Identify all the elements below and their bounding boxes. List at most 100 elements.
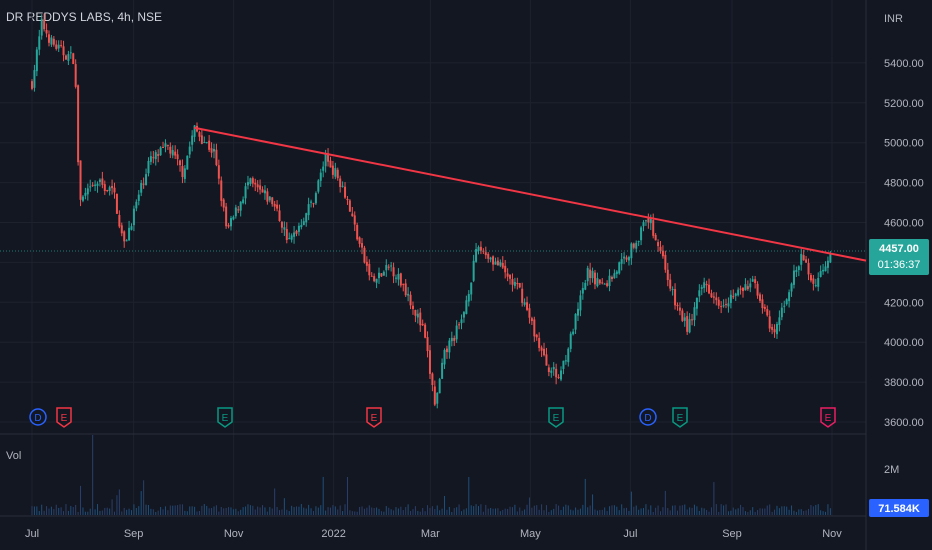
candle-body [521, 288, 524, 303]
candle-body [125, 240, 128, 242]
candle-body [681, 310, 684, 321]
candle-body [84, 192, 87, 196]
volume-bar [444, 496, 446, 515]
volume-bar [441, 508, 443, 515]
volume-bar [509, 506, 511, 515]
candle-body [693, 307, 696, 321]
candle-body [162, 147, 165, 149]
volume-bar [611, 505, 613, 515]
candle-body [506, 273, 509, 277]
candle-body [618, 262, 621, 274]
volume-bar [567, 505, 569, 515]
volume-bar [541, 504, 543, 515]
volume-bar [55, 504, 57, 515]
volume-bar [461, 511, 463, 515]
candle-body [263, 190, 266, 194]
candle-body [101, 178, 104, 185]
candle-body [268, 196, 271, 201]
volume-bar [596, 510, 598, 515]
volume-bar [693, 504, 695, 515]
candle-body [788, 292, 791, 302]
volume-bar [310, 508, 312, 515]
price-tick-label: 4200.00 [884, 297, 924, 309]
volume-bar [339, 505, 341, 515]
candle-body [399, 273, 402, 286]
volume-bar [346, 477, 348, 515]
candle-body [324, 154, 327, 167]
candle-body [640, 227, 643, 241]
candle-body [290, 235, 293, 240]
volume-bar [470, 505, 472, 515]
volume-bar [172, 505, 174, 515]
volume-bar [727, 511, 729, 515]
volume-bar [126, 509, 128, 515]
volume-bar [186, 511, 188, 515]
candle-body [792, 270, 795, 285]
candle-body [722, 305, 725, 307]
candle-body [38, 36, 41, 50]
candle-body [569, 333, 572, 349]
candle-body [744, 284, 747, 291]
price-tick-label: 3600.00 [884, 417, 924, 429]
candle-body [826, 260, 829, 268]
price-tick-label: 5400.00 [884, 58, 924, 70]
volume-bar [623, 508, 625, 515]
candle-body [705, 284, 708, 286]
trend-line[interactable] [194, 126, 867, 262]
candle-body [438, 379, 441, 394]
volume-bar [463, 509, 465, 515]
candle-body [94, 184, 97, 186]
candlestick-series [31, 13, 832, 409]
volume-bar [41, 504, 43, 515]
volume-bar [827, 504, 829, 515]
candle-body [89, 186, 92, 188]
candle-body [445, 348, 448, 353]
volume-bar [798, 509, 800, 515]
volume-bar [451, 511, 453, 515]
volume-bar [72, 507, 74, 515]
volume-bar [300, 504, 302, 515]
candle-body [778, 317, 781, 325]
volume-bar [519, 507, 521, 515]
volume-bar [225, 508, 227, 515]
volume-bar [60, 507, 62, 515]
volume-last-badge: 71.584K [869, 499, 929, 517]
volume-bar [667, 508, 669, 515]
candle-body [676, 304, 679, 307]
volume-bar [662, 507, 664, 515]
candle-body [174, 151, 177, 156]
candle-body [341, 185, 344, 187]
volume-bar [385, 506, 387, 515]
volume-bar [383, 511, 385, 515]
candle-body [390, 265, 393, 267]
volume-bar [825, 511, 827, 515]
candle-body [271, 197, 274, 205]
candle-body [467, 294, 470, 302]
candle-body [691, 319, 694, 321]
candle-body [130, 226, 133, 230]
candle-body [198, 132, 201, 137]
event-marker-letter: E [553, 413, 560, 424]
candle-body [212, 149, 215, 152]
volume-bar [698, 510, 700, 515]
volume-bar [511, 507, 513, 515]
volume-bar [626, 507, 628, 515]
volume-bar [793, 510, 795, 515]
candle-body [528, 308, 531, 318]
candle-body [785, 299, 788, 305]
volume-bar [589, 505, 591, 515]
volume-bar [776, 505, 778, 515]
volume-bar [473, 506, 475, 515]
volume-bar [674, 505, 676, 515]
candle-body [450, 337, 453, 342]
candle-body [132, 208, 135, 226]
candle-body [766, 309, 769, 316]
volume-bar [203, 504, 205, 515]
candle-body [137, 194, 140, 201]
candle-body [147, 160, 150, 174]
volume-bar [592, 494, 594, 515]
volume-bar [308, 504, 310, 515]
candle-body [644, 220, 647, 222]
volume-bar [123, 507, 125, 515]
